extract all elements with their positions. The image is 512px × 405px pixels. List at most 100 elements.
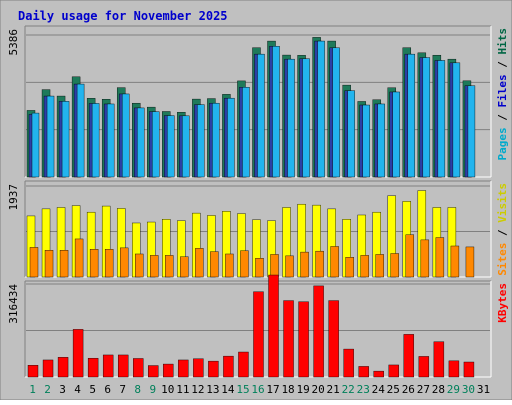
bar-pages-day-23 [362,104,370,178]
bar-sites-day-21 [330,246,339,278]
bar-kbytes-day-9 [148,365,159,378]
bar-kbytes-day-18 [283,300,294,378]
bar-sites-day-17 [270,254,279,278]
y-axis-max-label: 316434 [7,284,20,324]
x-tick-label-day-19: 19 [296,383,309,396]
bar-pages-day-30 [467,85,476,178]
bar-pages-day-15 [242,87,250,178]
x-tick-label-day-15: 15 [236,383,249,396]
bar-pages-day-7 [121,93,130,178]
y-axis-max-label: 5386 [7,29,20,56]
bar-kbytes-day-29 [448,360,460,378]
x-tick-label-day-18: 18 [281,383,294,396]
side-legend-entry-1: / [496,223,509,243]
x-tick-label-day-5: 5 [89,383,96,396]
bar-pages-day-5 [91,103,100,178]
bar-kbytes-day-8 [133,358,144,378]
x-tick-label-day-23: 23 [357,383,370,396]
bar-kbytes-day-1 [27,365,39,378]
bar-pages-day-25 [392,91,400,178]
side-legend: Pages / Files / Hits [496,28,509,161]
bar-sites-day-16 [255,258,264,278]
panel-2: 1937 Sites / Visits [7,180,509,278]
side-legend-entry-0: Sites [496,243,509,276]
x-axis-labels: 1 2 3 4 5 6 7 8 9 10 11 12 13 14 15 16 17 18 19 20 21 22 23 24 2… [29,383,490,396]
x-tick-label-day-2: 2 [44,383,51,396]
bar-pages-day-14 [227,97,235,178]
x-tick-label-day-17: 17 [266,383,279,396]
bar-sites-day-24 [375,254,384,278]
x-tick-label-day-22: 22 [342,383,355,396]
bar-pages-day-22 [347,90,355,178]
bars [26,37,476,178]
bar-pages-day-16 [257,53,265,178]
bar-kbytes-day-2 [42,359,54,378]
bar-sites-day-1 [29,247,39,278]
panel-1: 5386 Pages / Files / Hits [7,25,509,178]
bar-sites-day-15 [240,250,249,278]
bar-kbytes-day-12 [193,358,204,378]
x-tick-label-day-4: 4 [74,383,81,396]
x-tick-label-day-24: 24 [372,383,386,396]
x-tick-label-day-26: 26 [402,383,415,396]
bar-pages-day-24 [377,103,385,178]
bar-pages-day-3 [61,101,70,178]
bar-pages-day-8 [137,107,145,178]
bar-pages-day-4 [76,83,85,178]
bar-kbytes-day-27 [418,356,430,378]
x-tick-label-day-10: 10 [161,383,174,396]
x-tick-label-day-21: 21 [327,383,340,396]
bar-pages-day-20 [317,40,325,178]
bar-pages-day-17 [272,46,280,178]
bar-kbytes-day-21 [328,300,339,378]
bar-sites-day-14 [225,253,234,278]
bar-pages-day-19 [302,58,310,178]
side-legend-entry-3: / [496,55,509,75]
bar-kbytes-day-6 [102,354,114,378]
bar-kbytes-day-28 [433,341,445,378]
bar-sites-day-23 [360,255,369,278]
bar-pages-day-27 [422,57,431,178]
bar-pages-day-2 [46,95,55,178]
bar-sites-day-8 [135,253,144,278]
side-legend-entry-0: Pages [496,127,509,160]
bar-pages-day-11 [182,115,190,178]
bar-pages-day-26 [407,53,416,178]
bar-sites-day-28 [435,237,445,278]
bar-pages-day-28 [437,60,446,178]
x-tick-label-day-31: 31 [477,383,490,396]
y-axis-max-label: 1937 [7,184,20,211]
side-legend-entry-4: Hits [496,28,509,55]
bar-kbytes-day-11 [178,359,189,378]
side-legend-entry-2: Files [496,74,509,107]
bar-pages-day-13 [212,102,220,178]
x-tick-label-day-8: 8 [134,383,141,396]
x-tick-label-day-16: 16 [251,383,264,396]
x-tick-label-day-7: 7 [119,383,126,396]
bar-kbytes-day-3 [57,357,69,378]
side-legend-entry-2: Visits [496,183,509,223]
x-tick-label-day-20: 20 [312,383,325,396]
bar-kbytes-day-7 [117,354,129,378]
bar-sites-day-4 [74,238,84,278]
bar-sites-day-30 [465,246,475,278]
bar-kbytes-day-13 [208,360,219,378]
bar-kbytes-day-30 [463,361,475,378]
bar-pages-day-6 [106,103,115,178]
x-tick-label-day-3: 3 [59,383,66,396]
bar-kbytes-day-5 [87,357,99,378]
x-tick-label-day-9: 9 [149,383,156,396]
x-tick-label-day-30: 30 [462,383,475,396]
x-tick-label-day-27: 27 [417,383,430,396]
bar-sites-day-27 [420,239,430,278]
bar-kbytes-day-20 [313,285,324,378]
side-legend-entry-1: / [496,108,509,128]
panel-3: 316434 KBytes [7,274,509,378]
bar-kbytes-day-10 [163,363,174,378]
bar-kbytes-day-15 [238,351,249,378]
bar-sites-day-22 [345,257,354,278]
bar-pages-day-18 [287,58,295,178]
bar-sites-day-5 [89,249,99,278]
bar-sites-day-7 [119,247,129,278]
